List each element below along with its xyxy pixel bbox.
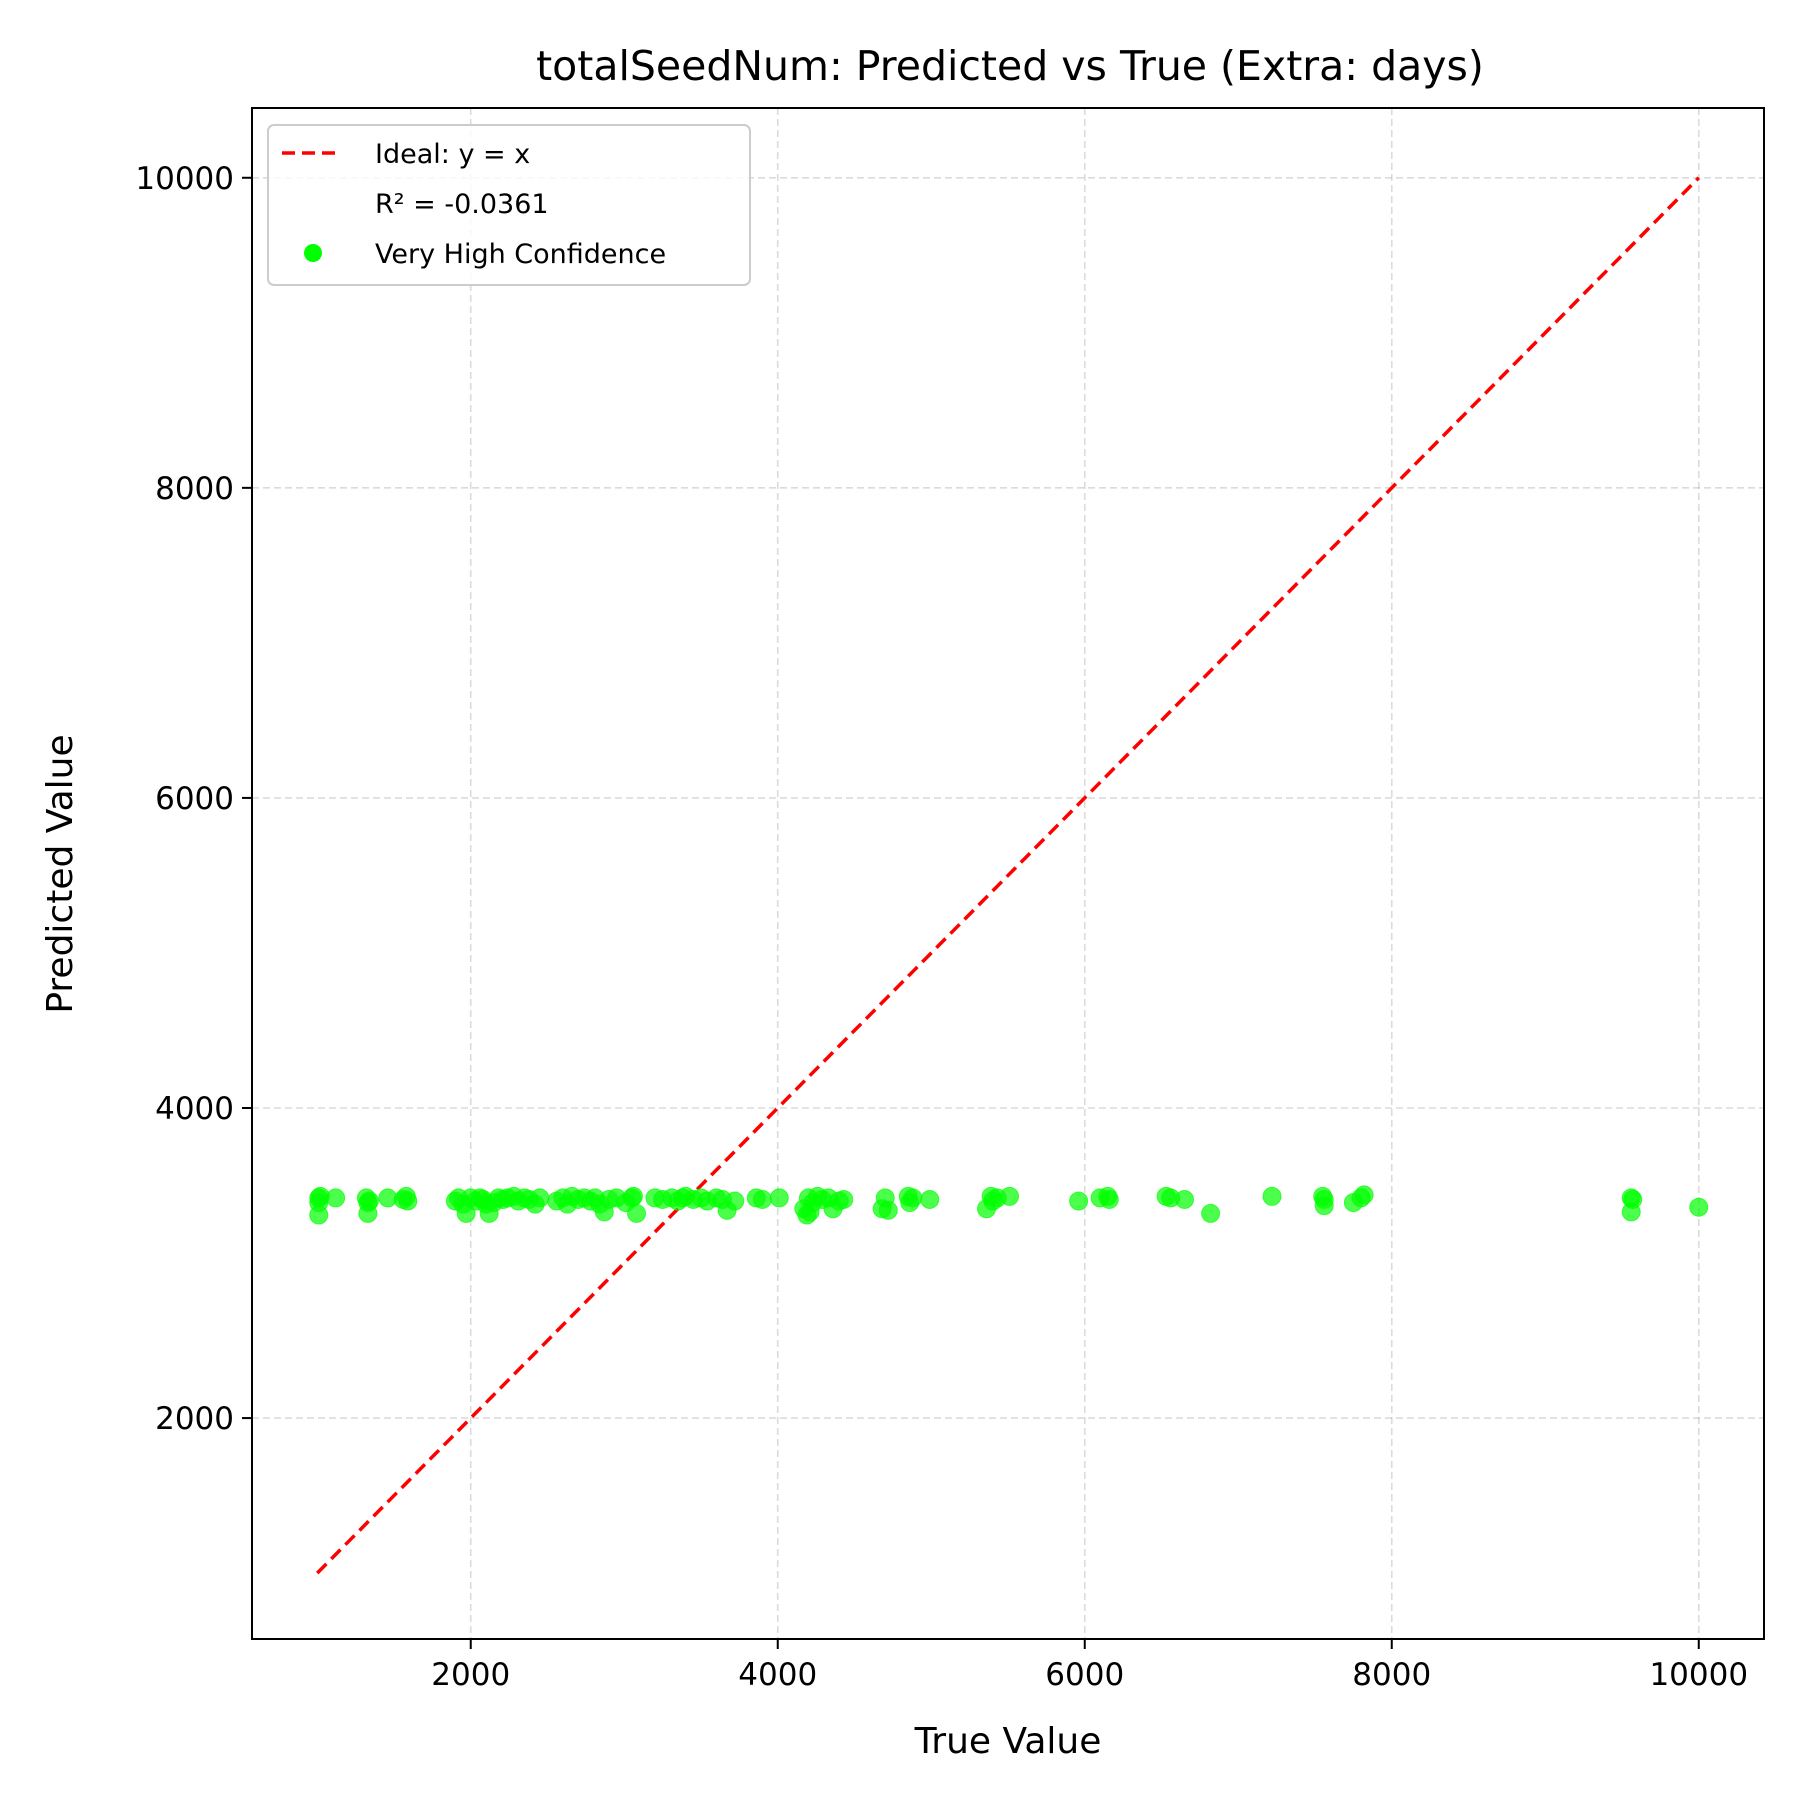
y-tick-label: 4000: [155, 1091, 234, 1127]
x-tick-label: 2000: [431, 1657, 510, 1693]
data-point: [725, 1191, 745, 1211]
data-point: [1175, 1189, 1195, 1209]
x-tick-label: 4000: [738, 1657, 817, 1693]
legend: Ideal: y = x R² = -0.0361 Very High Conf…: [267, 124, 751, 286]
x-axis-label: True Value: [914, 1721, 1102, 1762]
data-point: [1069, 1191, 1089, 1211]
data-points: [309, 1185, 1709, 1225]
plot-frame: [251, 107, 1765, 1640]
data-point: [309, 1205, 329, 1225]
y-axis-ticks: 2000 4000 6000 8000 10000: [135, 161, 252, 1437]
data-point: [1623, 1189, 1643, 1209]
data-point: [1689, 1197, 1709, 1217]
grid-lines: [252, 108, 1764, 1639]
y-tick-label: 2000: [155, 1401, 234, 1437]
x-tick-label: 10000: [1649, 1657, 1748, 1693]
data-point: [920, 1189, 940, 1209]
data-point: [1314, 1189, 1334, 1209]
data-point: [1354, 1185, 1374, 1205]
chart-title: totalSeedNum: Predicted vs True (Extra: …: [536, 42, 1484, 90]
data-point: [1000, 1186, 1020, 1206]
legend-r2-label: R² = -0.0361: [375, 189, 549, 220]
legend-very-high-label: Very High Confidence: [375, 239, 666, 270]
data-point: [530, 1188, 550, 1208]
legend-very-high-swatch: [304, 244, 322, 262]
data-point: [623, 1186, 643, 1206]
y-tick-label: 10000: [135, 161, 234, 197]
y-tick-label: 6000: [155, 781, 234, 817]
data-point: [769, 1188, 789, 1208]
y-axis-label: Predicted Value: [40, 734, 81, 1013]
data-point: [1201, 1203, 1221, 1223]
ideal-line: [315, 176, 1701, 1575]
legend-ideal-label: Ideal: y = x: [375, 139, 530, 170]
data-point: [326, 1188, 346, 1208]
x-tick-label: 8000: [1352, 1657, 1431, 1693]
y-tick-label: 8000: [155, 471, 234, 507]
data-point: [1099, 1189, 1119, 1209]
data-point: [398, 1191, 418, 1211]
data-point: [903, 1188, 923, 1208]
ideal-line-group: [315, 176, 1701, 1575]
data-point: [627, 1203, 647, 1223]
x-tick-label: 6000: [1045, 1657, 1124, 1693]
legend-box: [267, 124, 751, 286]
data-point: [752, 1189, 772, 1209]
x-axis-ticks: 2000 4000 6000 8000 10000: [431, 1639, 1748, 1693]
data-point: [1262, 1186, 1282, 1206]
data-point: [878, 1200, 898, 1220]
data-point: [834, 1189, 854, 1209]
data-point: [359, 1191, 379, 1211]
